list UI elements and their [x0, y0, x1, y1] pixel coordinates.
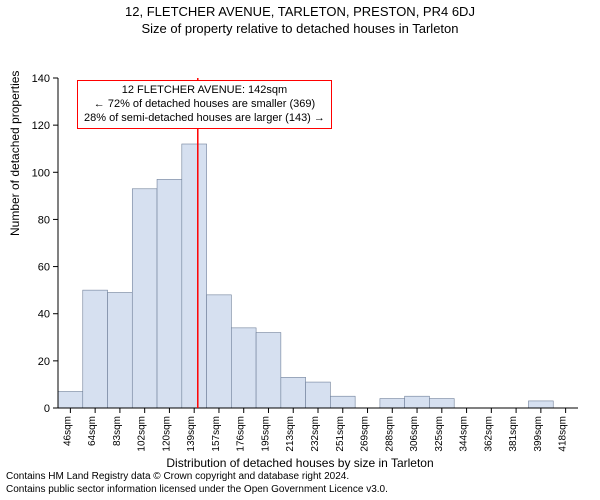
- histogram-bar: [83, 290, 108, 408]
- info-box: 12 FLETCHER AVENUE: 142sqm ← 72% of deta…: [77, 80, 332, 129]
- title-address: 12, FLETCHER AVENUE, TARLETON, PRESTON, …: [0, 4, 600, 19]
- histogram-bar: [528, 401, 553, 408]
- histogram-bar: [380, 399, 405, 408]
- x-tick-label: 232sqm: [310, 416, 321, 452]
- footer: Contains HM Land Registry data © Crown c…: [6, 471, 388, 496]
- svg-text:60: 60: [38, 262, 50, 274]
- x-tick-label: 46sqm: [62, 416, 73, 446]
- svg-text:40: 40: [38, 309, 50, 321]
- x-axis-label: Distribution of detached houses by size …: [0, 456, 600, 470]
- histogram-bar: [306, 382, 331, 408]
- x-tick-label: 381sqm: [508, 416, 519, 452]
- histogram-bar: [182, 144, 207, 408]
- x-tick-label: 269sqm: [360, 416, 371, 452]
- histogram-bar: [157, 179, 182, 408]
- histogram-bar: [231, 328, 256, 408]
- x-tick-label: 83sqm: [112, 416, 123, 446]
- x-tick-label: 251sqm: [335, 416, 346, 452]
- svg-text:20: 20: [38, 356, 50, 368]
- histogram-bar: [132, 189, 157, 408]
- histogram-bar: [330, 396, 355, 408]
- footer-line-1: Contains HM Land Registry data © Crown c…: [6, 471, 388, 484]
- x-tick-label: 418sqm: [558, 416, 569, 452]
- x-tick-label: 344sqm: [459, 416, 470, 452]
- x-tick-label: 399sqm: [533, 416, 544, 452]
- histogram-bar: [429, 399, 454, 408]
- x-tick-label: 325sqm: [434, 416, 445, 452]
- x-tick-label: 195sqm: [260, 416, 271, 452]
- x-tick-label: 64sqm: [87, 416, 98, 446]
- info-line-3: 28% of semi-detached houses are larger (…: [84, 112, 325, 126]
- info-line-1: 12 FLETCHER AVENUE: 142sqm: [84, 84, 325, 98]
- title-subtitle: Size of property relative to detached ho…: [0, 21, 600, 36]
- svg-text:100: 100: [32, 167, 50, 179]
- x-tick-label: 157sqm: [211, 416, 222, 452]
- chart-area: Number of detached properties 0 20 40 60 80 1…: [0, 36, 600, 454]
- svg-text:80: 80: [38, 214, 50, 226]
- x-tick-label: 306sqm: [409, 416, 420, 452]
- histogram-bar: [207, 295, 232, 408]
- x-tick-label: 213sqm: [285, 416, 296, 452]
- histogram-bar: [405, 396, 430, 408]
- histogram-bar: [281, 377, 306, 408]
- footer-line-2: Contains public sector information licen…: [6, 484, 388, 497]
- svg-text:140: 140: [32, 73, 50, 85]
- y-axis-label: Number of detached properties: [8, 71, 22, 236]
- chart-titles: 12, FLETCHER AVENUE, TARLETON, PRESTON, …: [0, 0, 600, 36]
- svg-text:0: 0: [44, 403, 50, 415]
- x-tick-label: 139sqm: [186, 416, 197, 452]
- histogram-bar: [256, 333, 281, 408]
- x-tick-label: 288sqm: [384, 416, 395, 452]
- info-line-2: ← 72% of detached houses are smaller (36…: [84, 98, 325, 112]
- svg-text:120: 120: [32, 120, 50, 132]
- histogram-bar: [108, 293, 133, 409]
- x-tick-label: 102sqm: [137, 416, 148, 452]
- x-tick-label: 120sqm: [161, 416, 172, 452]
- x-tick-label: 176sqm: [236, 416, 247, 452]
- x-tick-label: 362sqm: [483, 416, 494, 452]
- histogram-bar: [58, 392, 83, 409]
